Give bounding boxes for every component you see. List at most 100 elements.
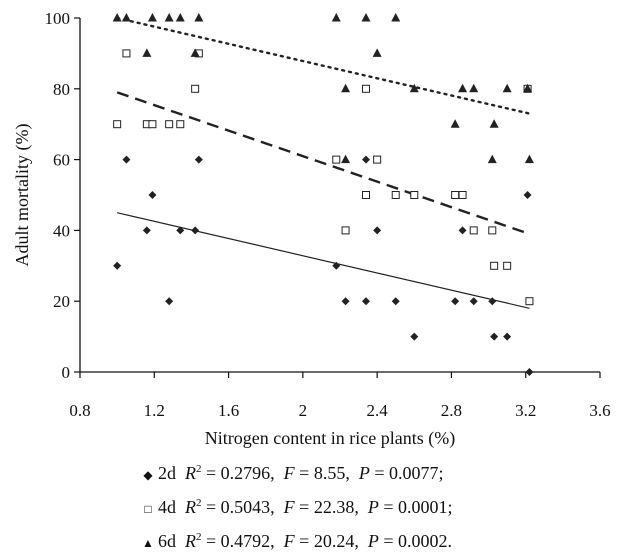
data-point-2d <box>410 332 419 341</box>
legend-series-name: 6d <box>158 531 176 551</box>
data-point-2d <box>503 332 512 341</box>
y-tick-label: 100 <box>45 9 71 28</box>
y-axis-ticks: 0 20 40 60 80 100 <box>45 9 80 382</box>
x-tick-label: 3.2 <box>515 401 536 420</box>
data-point-6d <box>331 13 341 22</box>
data-point-2d <box>332 261 341 270</box>
legend-end: ; <box>447 497 453 517</box>
data-point-2d <box>148 191 157 199</box>
data-point-2d <box>523 191 532 199</box>
data-point-4d <box>113 120 122 129</box>
legend-entry-4d: □ 4d R2 = 0.5043, F = 22.38, P = 0.0001; <box>140 492 452 520</box>
legend-series-name: 4d <box>158 497 176 517</box>
data-point-6d <box>142 48 152 57</box>
data-point-6d <box>391 13 401 22</box>
data-point-4d <box>488 226 497 235</box>
data-point-6d <box>409 83 419 93</box>
trendline-6d <box>115 16 531 115</box>
trendline-2d <box>117 212 530 309</box>
data-point-6d <box>469 83 479 93</box>
data-point-4d <box>469 226 478 235</box>
data-point-6d <box>121 13 131 22</box>
data-point-6d <box>147 13 157 22</box>
trendline-4d <box>116 91 530 236</box>
data-point-2d <box>469 297 478 306</box>
data-point-2d <box>142 226 151 235</box>
y-tick-label: 0 <box>62 363 71 382</box>
x-tick-label: 2.4 <box>367 401 389 420</box>
data-point-4d <box>332 155 341 164</box>
x-tick-label: 2 <box>299 401 308 420</box>
data-point-6d <box>458 83 468 93</box>
data-point-2d <box>525 368 534 376</box>
data-point-6d <box>361 13 371 22</box>
data-point-2d <box>451 297 460 306</box>
data-point-4d <box>362 84 370 93</box>
y-axis-title: Adult mortality (%) <box>12 124 33 267</box>
legend-end: ; <box>438 463 444 483</box>
square-marker-icon: □ <box>144 502 152 516</box>
legend-r2-value: 0.5043 <box>220 497 271 517</box>
data-point-4d <box>410 191 419 199</box>
y-tick-label: 80 <box>53 80 70 99</box>
data-point-4d <box>122 49 131 58</box>
data-point-6d <box>487 154 497 164</box>
data-point-6d <box>194 13 204 22</box>
data-point-6d <box>341 83 351 93</box>
legend-f-value: 22.38 <box>313 497 355 517</box>
data-point-2d <box>194 155 203 164</box>
data-point-2d <box>490 332 499 341</box>
legend-p-value: 0.0077 <box>388 463 439 483</box>
data-point-6d <box>489 119 499 128</box>
data-point-2d <box>113 261 122 270</box>
data-point-4d <box>191 84 200 93</box>
data-point-4d <box>165 120 174 129</box>
data-point-4d <box>373 155 382 164</box>
data-point-4d <box>362 191 370 199</box>
data-point-2d <box>391 297 400 306</box>
data-point-6d <box>502 83 512 93</box>
legend-entry-2d: ◆ 2d R2 = 0.2796, F = 8.55, P = 0.0077; <box>140 458 443 486</box>
y-tick-label: 60 <box>53 151 70 170</box>
trendlines <box>115 16 531 309</box>
data-point-6d <box>190 48 200 57</box>
data-point-4d <box>176 120 185 129</box>
x-tick-label: 0.8 <box>69 401 90 420</box>
data-point-6d <box>372 48 382 57</box>
legend-r2-value: 0.2796 <box>220 463 271 483</box>
data-point-2d <box>341 297 350 306</box>
data-point-2d <box>122 155 131 164</box>
legend-end: . <box>447 531 452 551</box>
y-tick-label: 40 <box>53 221 70 240</box>
data-point-2d <box>191 226 200 235</box>
data-point-4d <box>525 297 534 306</box>
x-axis-title: Nitrogen content in rice plants (%) <box>205 428 455 449</box>
legend-f-value: 20.24 <box>313 531 355 551</box>
legend-p-value: 0.0002 <box>397 531 448 551</box>
data-point-4d <box>458 191 467 199</box>
data-point-2d <box>373 226 382 235</box>
data-point-4d <box>451 191 460 199</box>
data-point-6d <box>164 13 174 22</box>
data-point-4d <box>341 226 350 235</box>
legend-series-name: 2d <box>158 463 176 483</box>
data-point-6d <box>523 83 533 93</box>
legend-entry-6d: ▲ 6d R2 = 0.4792, F = 20.24, P = 0.0002. <box>140 526 452 554</box>
x-tick-label: 2.8 <box>441 401 462 420</box>
data-point-2d <box>488 297 497 306</box>
data-point-4d <box>391 191 400 199</box>
data-point-2d <box>176 226 185 235</box>
data-point-2d <box>458 226 467 235</box>
data-point-6d <box>341 154 351 164</box>
y-tick-label: 20 <box>53 292 70 311</box>
legend-r2-value: 0.4792 <box>220 531 271 551</box>
data-point-6d <box>112 13 122 22</box>
data-point-4d <box>148 120 157 129</box>
data-point-4d <box>490 261 499 270</box>
legend-p-value: 0.0001 <box>397 497 448 517</box>
x-axis-ticks: 0.8 1.2 1.6 2 2.4 2.8 3.2 3.6 <box>69 372 611 420</box>
x-tick-label: 3.6 <box>589 401 610 420</box>
data-point-2d <box>362 297 370 306</box>
data-point-2d <box>165 297 174 306</box>
